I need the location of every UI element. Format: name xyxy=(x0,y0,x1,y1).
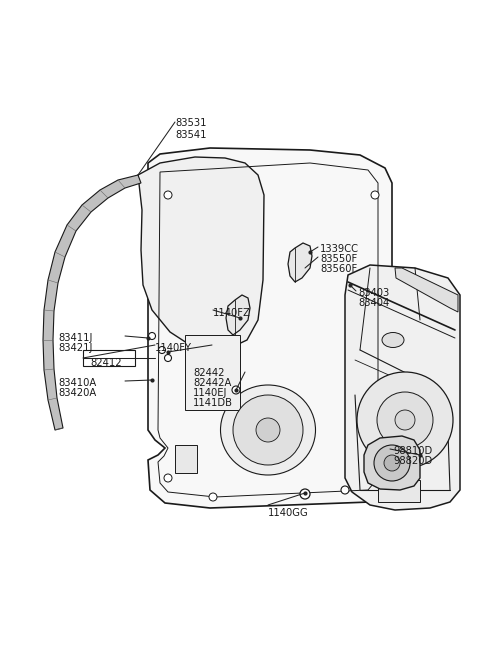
Text: 82442: 82442 xyxy=(193,368,225,378)
Circle shape xyxy=(164,191,172,199)
Polygon shape xyxy=(345,265,460,510)
Polygon shape xyxy=(364,436,420,490)
Text: 1140FZ: 1140FZ xyxy=(213,308,251,318)
Text: 82442A: 82442A xyxy=(193,378,231,388)
Text: 83560F: 83560F xyxy=(320,264,357,274)
Ellipse shape xyxy=(220,385,315,475)
Text: 82412: 82412 xyxy=(90,358,121,368)
Text: 83403: 83403 xyxy=(358,288,389,298)
Circle shape xyxy=(256,418,280,442)
Text: 83404: 83404 xyxy=(358,298,389,308)
Polygon shape xyxy=(226,295,250,335)
Polygon shape xyxy=(43,175,141,430)
Circle shape xyxy=(374,445,410,481)
Text: 1339CC: 1339CC xyxy=(320,244,359,254)
Circle shape xyxy=(395,410,415,430)
Text: 83421J: 83421J xyxy=(58,343,92,353)
Text: 83531: 83531 xyxy=(175,118,206,128)
Circle shape xyxy=(232,386,240,394)
Text: 83410A: 83410A xyxy=(58,378,96,388)
Polygon shape xyxy=(218,348,237,370)
Text: 83420A: 83420A xyxy=(58,388,96,398)
Ellipse shape xyxy=(382,332,404,348)
Text: 83411J: 83411J xyxy=(58,333,92,343)
Bar xyxy=(185,335,240,410)
Text: 83541: 83541 xyxy=(175,130,206,140)
Circle shape xyxy=(341,486,349,494)
Text: 98810D: 98810D xyxy=(393,446,432,456)
Bar xyxy=(175,445,197,473)
Circle shape xyxy=(384,455,400,471)
Text: 98820D: 98820D xyxy=(393,456,432,466)
Circle shape xyxy=(164,474,172,482)
Bar xyxy=(378,480,420,502)
Circle shape xyxy=(371,474,379,482)
Text: 1141DB: 1141DB xyxy=(193,398,233,408)
Circle shape xyxy=(209,493,217,501)
Circle shape xyxy=(148,332,156,340)
Circle shape xyxy=(233,395,303,465)
Polygon shape xyxy=(288,243,312,282)
Circle shape xyxy=(158,346,166,353)
Polygon shape xyxy=(138,157,264,350)
Circle shape xyxy=(377,392,433,448)
Polygon shape xyxy=(148,148,392,508)
Polygon shape xyxy=(395,268,458,312)
Text: 1140FY: 1140FY xyxy=(155,343,192,353)
Circle shape xyxy=(165,355,171,361)
Text: 1140EJ: 1140EJ xyxy=(193,388,228,398)
Text: 83550F: 83550F xyxy=(320,254,357,264)
Circle shape xyxy=(300,489,310,499)
Circle shape xyxy=(357,372,453,468)
Text: 1140GG: 1140GG xyxy=(268,508,309,518)
Circle shape xyxy=(371,191,379,199)
Bar xyxy=(83,350,135,366)
